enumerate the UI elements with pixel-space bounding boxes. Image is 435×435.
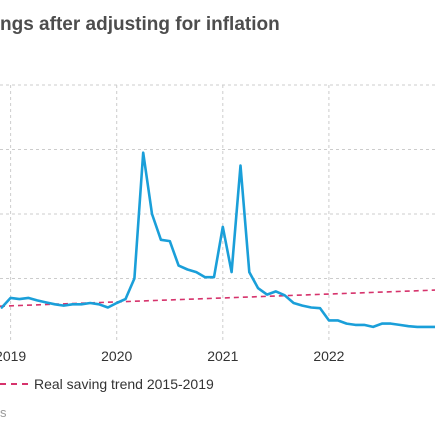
x-tick-label: 2019 xyxy=(0,348,26,364)
x-axis-ticks: 2019 2020 2021 2022 xyxy=(0,348,345,364)
x-tick-label: 2022 xyxy=(313,348,344,364)
x-tick-label: 2021 xyxy=(207,348,238,364)
saving-series-line xyxy=(0,151,435,329)
legend-trend-label: Real saving trend 2015-2019 xyxy=(34,376,214,392)
chart-title: ngs after adjusting for inflation xyxy=(0,14,280,35)
series-layer xyxy=(0,151,435,329)
trend-line xyxy=(0,289,435,308)
grid-lines xyxy=(0,84,435,343)
x-tick-label: 2020 xyxy=(101,348,132,364)
source-note: s xyxy=(0,405,7,420)
legend-trend-swatch xyxy=(0,383,28,385)
legend: Real saving trend 2015-2019 xyxy=(0,376,214,392)
